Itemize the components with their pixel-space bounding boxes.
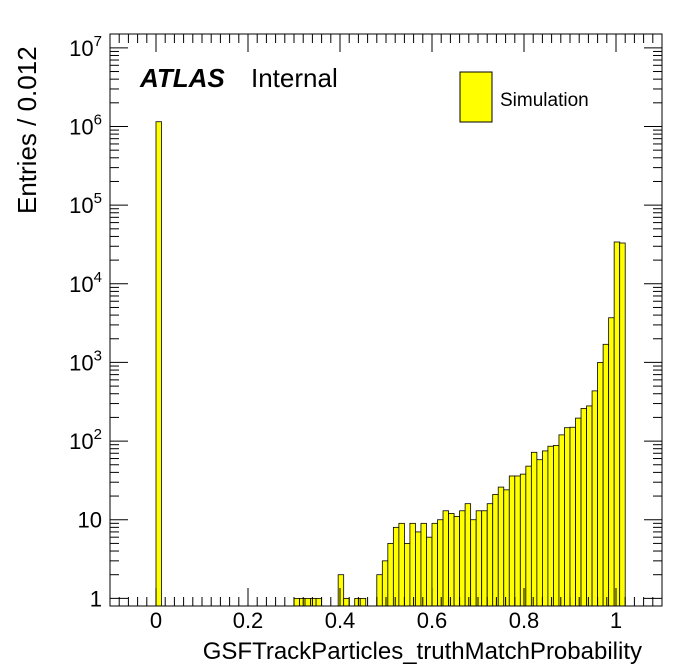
histogram-bar <box>619 242 626 607</box>
histogram-bar <box>475 510 483 607</box>
x-axis-label: GSFTrackParticles_truthMatchProbability <box>203 638 642 665</box>
histogram-bar <box>453 516 460 607</box>
histogram-bar <box>310 597 317 607</box>
histogram-bar <box>530 451 538 607</box>
y-tick-label: 102 <box>69 426 102 454</box>
histogram-bar <box>591 390 599 607</box>
histogram-bar <box>575 417 582 607</box>
x-tick-label: 1 <box>610 608 622 633</box>
histogram-bar <box>376 574 383 607</box>
histogram-bar <box>409 522 416 607</box>
y-tick-label: 104 <box>69 269 102 297</box>
histogram-bar <box>293 597 300 607</box>
histogram-bar <box>608 317 615 607</box>
histogram-bar <box>354 597 361 607</box>
histogram-bar <box>569 426 576 607</box>
y-axis-label: Entries / 0.012 <box>12 46 42 214</box>
y-tick-label: 1 <box>90 586 102 611</box>
y-tick-label-exponent: 3 <box>94 347 102 364</box>
histogram-bar <box>343 597 350 607</box>
legend-swatch-simulation <box>459 71 493 123</box>
histogram-bar <box>387 543 394 607</box>
histogram-bar <box>315 597 322 607</box>
histogram-bar <box>426 536 433 607</box>
y-tick-label-exponent: 2 <box>94 426 102 443</box>
histogram-bar <box>459 510 466 607</box>
atlas-status-label: Internal <box>251 63 338 93</box>
histogram-bar <box>580 408 587 607</box>
y-tick-label-base: 10 <box>69 272 93 297</box>
atlas-experiment-label: ATLAS <box>139 63 225 93</box>
y-tick-label-base: 10 <box>69 115 93 140</box>
y-tick-label-exponent: 5 <box>94 190 102 207</box>
histogram-bar <box>420 522 427 607</box>
histogram-bar <box>470 519 477 607</box>
histogram-bar <box>613 241 621 607</box>
histogram-bar <box>299 597 306 607</box>
x-tick-label: 0.8 <box>509 608 540 633</box>
histogram-bar <box>392 526 400 607</box>
histogram-bar <box>525 465 532 607</box>
y-tick-label-base: 10 <box>78 508 102 533</box>
histogram-bar <box>492 493 499 607</box>
histogram-bar <box>403 543 411 607</box>
x-tick-labels: 0 0.2 0.4 0.6 0.8 1 <box>150 608 622 633</box>
histogram-bar <box>586 405 593 607</box>
histogram-bar <box>381 560 389 607</box>
histogram-bar <box>442 510 449 607</box>
histogram-bar <box>155 121 162 607</box>
histogram-bar <box>359 597 367 607</box>
histogram-bar <box>304 597 311 607</box>
histogram-bar <box>448 513 455 607</box>
histogram-bar <box>337 574 345 607</box>
y-tick-label-exponent: 7 <box>94 33 102 50</box>
y-tick-label-exponent: 4 <box>94 269 102 286</box>
y-tick-label: 103 <box>69 347 102 375</box>
x-tick-label: 0.2 <box>233 608 264 633</box>
histogram-bar <box>486 503 494 607</box>
histogram-bars <box>155 121 626 607</box>
y-tick-label: 105 <box>69 190 102 218</box>
histogram-bar <box>415 531 422 607</box>
y-tick-label: 106 <box>69 112 102 140</box>
histogram-bar <box>558 434 565 607</box>
histogram-bar <box>497 486 505 607</box>
y-tick-label-base: 10 <box>69 429 93 454</box>
y-tick-label-exponent: 6 <box>94 112 102 129</box>
histogram-bar <box>514 475 521 607</box>
y-tick-label-base: 1 <box>90 586 102 611</box>
y-tick-label: 10 <box>78 508 102 533</box>
histogram-bar <box>602 343 610 607</box>
histogram-bar <box>542 450 549 607</box>
histogram-bar <box>547 445 554 607</box>
y-tick-label-base: 10 <box>69 36 93 61</box>
x-tick-label: 0.4 <box>325 608 356 633</box>
histogram-bar <box>508 475 516 607</box>
histogram-bar <box>564 427 571 607</box>
histogram-bar <box>437 519 444 607</box>
histogram-bar <box>597 362 604 607</box>
legend: Simulation <box>459 71 589 123</box>
histogram-bar <box>398 522 405 607</box>
histogram-bar <box>464 503 472 607</box>
legend-label-simulation: Simulation <box>500 90 589 111</box>
y-tick-label-base: 10 <box>69 193 93 218</box>
histogram-bar <box>553 445 560 607</box>
histogram-bar <box>503 489 510 607</box>
y-tick-label-base: 10 <box>69 350 93 375</box>
histogram-bar <box>481 510 488 607</box>
x-tick-label: 0.6 <box>417 608 448 633</box>
histogram-bar <box>519 473 527 607</box>
atlas-label: ATLAS Internal <box>139 63 338 93</box>
axis-ticks <box>109 34 663 606</box>
y-tick-label: 107 <box>69 33 102 61</box>
histogram-bar <box>431 522 438 607</box>
x-tick-label: 0 <box>150 608 162 633</box>
histogram-bar <box>536 459 543 607</box>
